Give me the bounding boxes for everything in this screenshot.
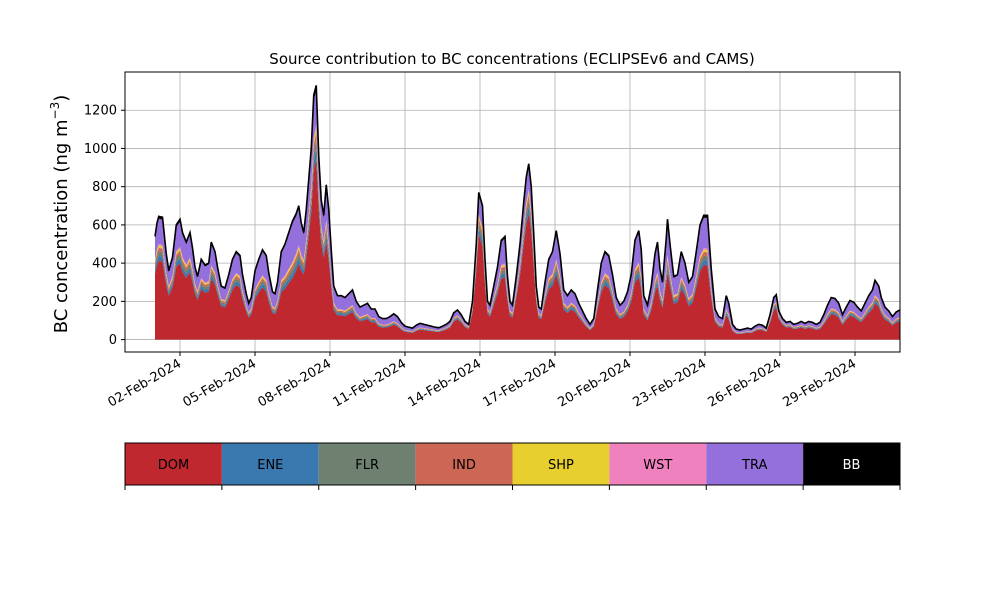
legend-swatch-dom	[125, 443, 222, 485]
legend-swatch-tra	[706, 443, 804, 485]
legend-colorbar: DOM ENE FLR IND SHP WST TRA BB	[124, 442, 901, 490]
legend-label-bb: BB	[843, 458, 861, 473]
y-tick-label: 1200	[84, 104, 117, 119]
area-dom	[155, 159, 900, 340]
y-tick-label: 200	[92, 295, 117, 310]
y-axis-ticks: 0 200 400 600 800 1000 1200	[84, 104, 125, 348]
x-tick-label: 05-Feb-2024	[180, 356, 259, 410]
x-tick-label: 17-Feb-2024	[480, 356, 559, 410]
x-tick-label: 23-Feb-2024	[630, 356, 709, 410]
y-tick-label: 1000	[84, 142, 117, 157]
legend-swatch-ind	[415, 443, 513, 485]
x-tick-label: 02-Feb-2024	[105, 356, 184, 410]
legend-label-tra: TRA	[741, 458, 767, 473]
y-tick-label: 400	[92, 257, 117, 272]
legend-swatch-wst	[609, 443, 707, 485]
y-axis-label-superscript: −3	[48, 102, 62, 120]
legend-label-flr: FLR	[355, 458, 379, 473]
y-tick-label: 0	[109, 333, 117, 348]
y-axis-label: BC concentration (ng m−3)	[48, 95, 72, 334]
x-tick-label: 14-Feb-2024	[405, 356, 484, 410]
legend-label-dom: DOM	[158, 458, 189, 473]
stacked-areas	[155, 85, 900, 340]
y-tick-label: 800	[92, 180, 117, 195]
legend-frame	[124, 442, 901, 486]
total-line	[154, 85, 901, 331]
legend-swatch-flr	[318, 443, 416, 485]
x-tick-label: 26-Feb-2024	[705, 356, 784, 410]
y-axis-label-close: )	[51, 95, 72, 102]
legend-label-ind: IND	[452, 458, 476, 473]
chart-title: Source contribution to BC concentrations…	[269, 50, 754, 68]
x-tick-label: 29-Feb-2024	[780, 356, 859, 410]
x-axis-ticks: 02-Feb-202405-Feb-202408-Feb-202411-Feb-…	[105, 352, 859, 410]
legend-label-ene: ENE	[257, 458, 283, 473]
y-axis-label-main: BC concentration (ng m	[51, 119, 72, 333]
plot-frame	[124, 71, 901, 353]
legend-swatch-ene	[221, 443, 319, 485]
y-tick-label: 600	[92, 218, 117, 233]
legend-label-shp: SHP	[548, 458, 574, 473]
legend-swatch-shp	[512, 443, 610, 485]
x-tick-label: 08-Feb-2024	[255, 356, 334, 410]
x-tick-label: 11-Feb-2024	[330, 356, 409, 410]
legend-label-wst: WST	[643, 458, 672, 473]
total-concentration-line	[154, 85, 901, 331]
legend-swatch-bb	[803, 443, 900, 485]
x-tick-label: 20-Feb-2024	[555, 356, 634, 410]
